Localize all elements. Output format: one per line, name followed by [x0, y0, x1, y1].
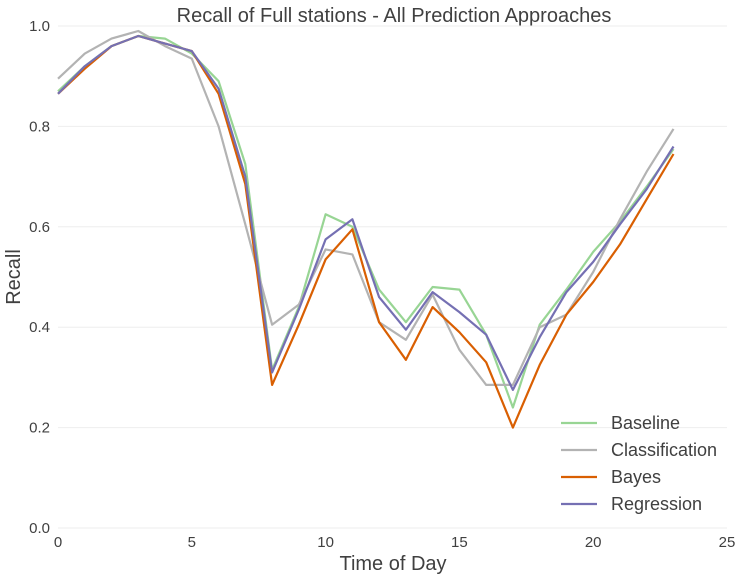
legend: Baseline Classification Bayes Regression [561, 413, 717, 514]
y-tick-label: 0.4 [29, 319, 50, 336]
grid [58, 25, 727, 529]
chart-title: Recall of Full stations - All Prediction… [177, 5, 612, 27]
legend-label: Classification [611, 440, 717, 460]
y-tick-label: 0.2 [29, 420, 50, 437]
y-axis-label: Recall [3, 249, 25, 305]
legend-label: Regression [611, 494, 702, 514]
x-tick-label: 0 [54, 534, 62, 551]
axis-ticks: 0.0 0.2 0.4 0.6 0.8 1.0 0 5 10 15 20 25 [29, 18, 735, 551]
series-lines [57, 29, 675, 429]
series-line-regression [57, 34, 675, 391]
series-line-classification [57, 29, 675, 386]
x-tick-label: 10 [317, 534, 334, 551]
x-tick-label: 5 [188, 534, 196, 551]
x-tick-label: 15 [451, 534, 468, 551]
y-tick-label: 0.6 [29, 219, 50, 236]
y-tick-label: 1.0 [29, 18, 50, 35]
y-tick-label: 0.8 [29, 118, 50, 135]
x-tick-label: 20 [585, 534, 602, 551]
x-axis-label: Time of Day [339, 553, 446, 575]
legend-label: Baseline [611, 413, 680, 433]
x-tick-label: 25 [719, 534, 736, 551]
series-line-bayes [57, 34, 675, 429]
y-tick-label: 0.0 [29, 520, 50, 537]
series-line-baseline [57, 34, 675, 409]
legend-label: Bayes [611, 467, 661, 487]
